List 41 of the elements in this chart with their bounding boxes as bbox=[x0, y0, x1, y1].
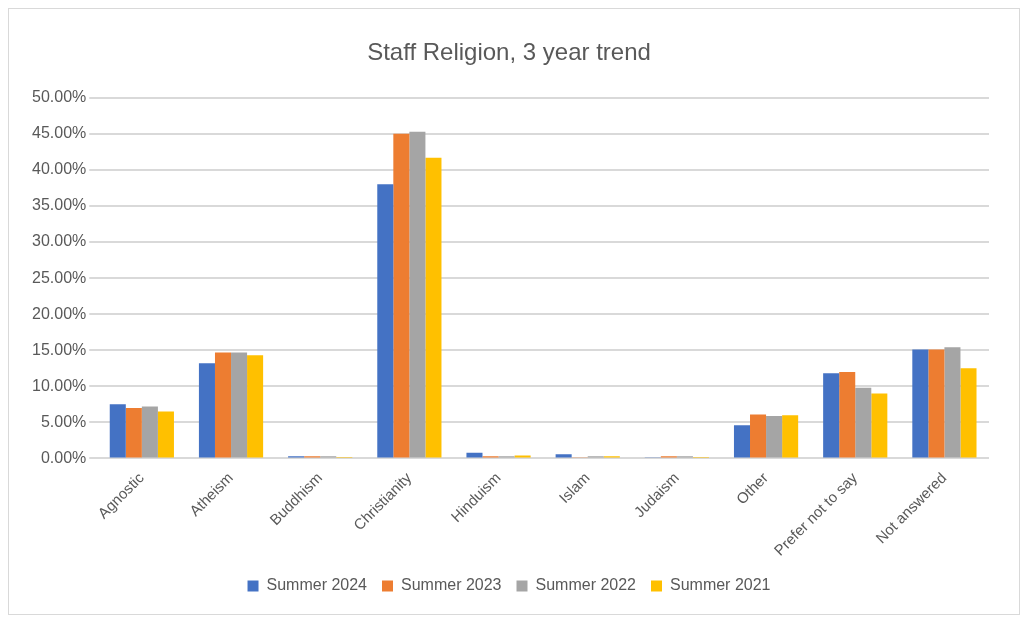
bar bbox=[377, 184, 394, 458]
legend-label: Summer 2021 bbox=[669, 576, 771, 594]
bar bbox=[409, 131, 426, 458]
y-tick-label: 40.00% bbox=[32, 160, 87, 178]
bar bbox=[125, 407, 142, 458]
legend-label: Summer 2023 bbox=[401, 576, 502, 594]
bar bbox=[733, 425, 751, 458]
bar bbox=[141, 406, 158, 458]
y-tick-label: 20.00% bbox=[32, 304, 87, 322]
bar bbox=[912, 349, 929, 458]
bar bbox=[960, 368, 977, 458]
y-tick-label: 10.00% bbox=[32, 376, 87, 394]
bar bbox=[839, 371, 856, 458]
bar bbox=[766, 415, 783, 458]
bar bbox=[247, 355, 264, 458]
bar bbox=[425, 157, 442, 458]
bar bbox=[555, 454, 572, 458]
bar bbox=[750, 414, 767, 458]
y-tick-label: 50.00% bbox=[32, 88, 87, 106]
y-tick-label: 35.00% bbox=[32, 196, 87, 214]
y-tick-label: 30.00% bbox=[32, 232, 87, 250]
legend-label: Summer 2024 bbox=[266, 576, 368, 594]
bar bbox=[855, 387, 872, 458]
bar bbox=[782, 415, 799, 458]
y-tick-label: 45.00% bbox=[32, 124, 87, 142]
bar bbox=[871, 393, 888, 458]
bar bbox=[928, 349, 945, 458]
bar bbox=[214, 352, 232, 458]
y-tick-label: 25.00% bbox=[32, 268, 87, 286]
bar bbox=[109, 404, 126, 458]
y-tick-label: 15.00% bbox=[32, 340, 87, 358]
bar bbox=[944, 347, 961, 458]
bar bbox=[198, 363, 215, 458]
bar bbox=[157, 411, 174, 458]
bar bbox=[231, 352, 248, 458]
legend-label: Summer 2022 bbox=[535, 576, 637, 594]
bar bbox=[823, 373, 840, 458]
y-tick-label: 0.00% bbox=[40, 448, 87, 466]
chart-title: Staff Religion, 3 year trend bbox=[367, 38, 651, 66]
y-tick-label: 5.00% bbox=[40, 412, 87, 430]
bar bbox=[393, 133, 410, 458]
